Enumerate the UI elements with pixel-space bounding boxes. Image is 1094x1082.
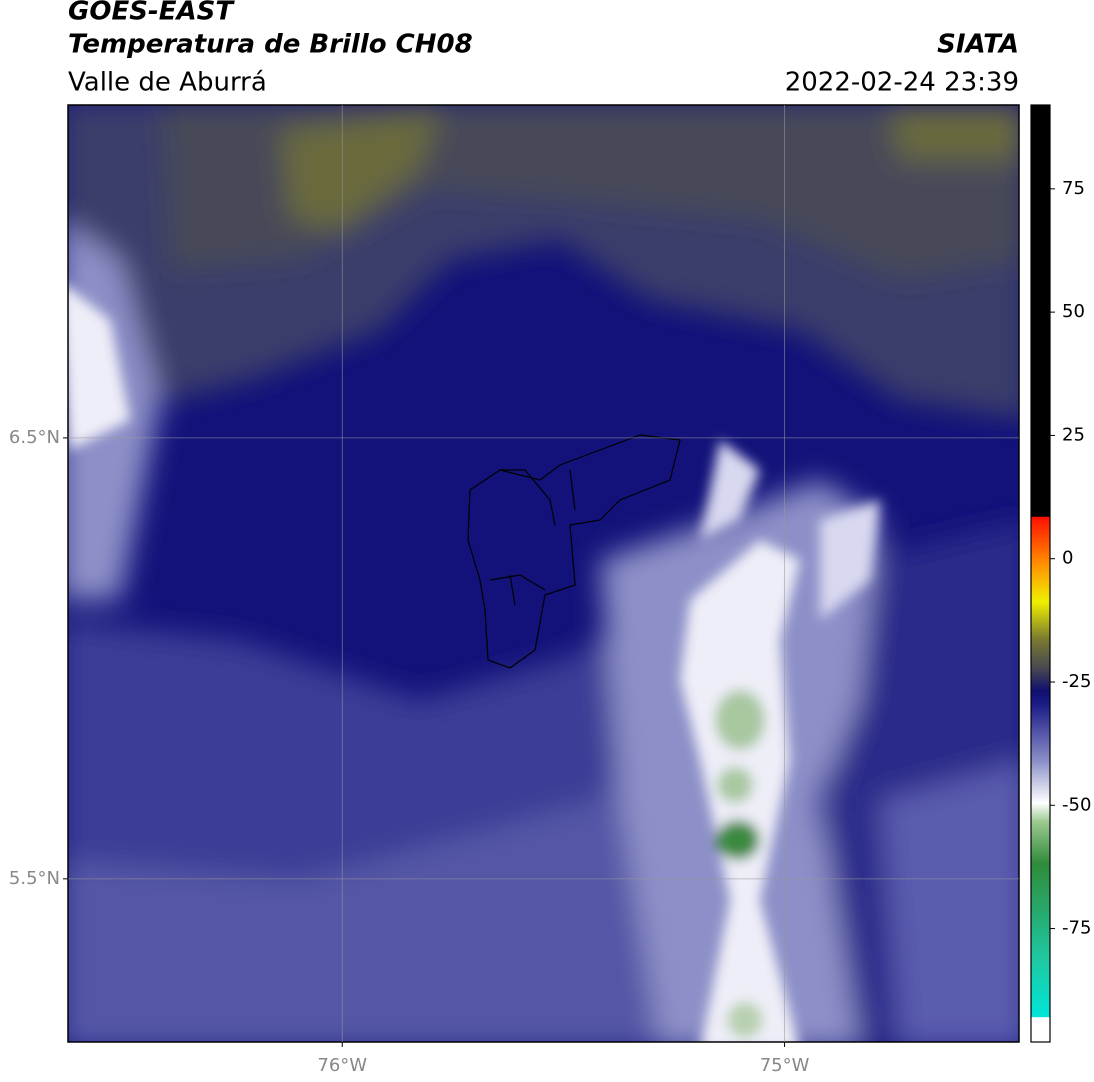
x-tick-label: 75°W (760, 1055, 810, 1076)
title: GOES-EAST (68, 0, 235, 27)
satellite-image (68, 105, 1019, 1042)
municipal-boundaries (467, 434, 681, 669)
colorbar-tick-label: 50 (1062, 301, 1085, 322)
colorbar-tick-label: -75 (1062, 918, 1091, 939)
colorbar-tick-label: -50 (1062, 794, 1091, 815)
region: Valle de Aburrá (68, 68, 267, 98)
x-tick-label: 76°W (317, 1055, 367, 1076)
map-frame (67, 104, 1020, 1043)
colorbar-tick-label: 25 (1062, 424, 1085, 445)
colorbar-tick-label: 75 (1062, 178, 1085, 199)
colorbar-tick-label: -25 (1062, 671, 1091, 692)
datetime: 2022-02-24 23:39 (785, 68, 1019, 98)
source: SIATA (937, 30, 1019, 60)
y-tick-label: 6.5°N (9, 427, 60, 448)
colorbar-tick-label: 0 (1062, 548, 1073, 569)
colorbar (1030, 104, 1051, 1043)
subtitle: Temperatura de Brillo CH08 (68, 30, 473, 60)
y-tick-label: 5.5°N (9, 868, 60, 889)
